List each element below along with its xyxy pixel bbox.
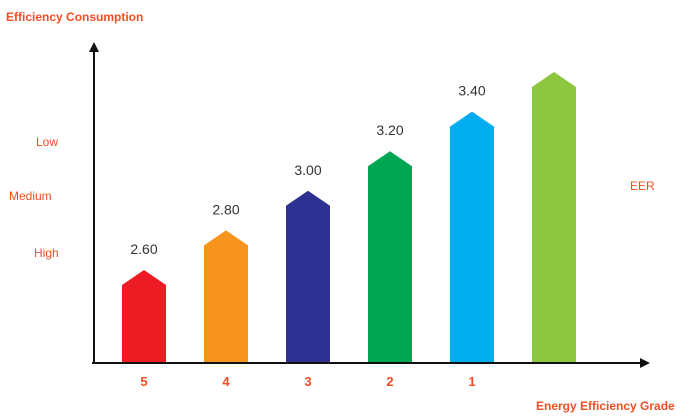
data-label: 2.60 bbox=[130, 241, 157, 257]
x-tick-label: 4 bbox=[222, 374, 230, 389]
x-tick-label: 1 bbox=[468, 374, 475, 389]
data-label: 2.80 bbox=[212, 201, 239, 217]
bar-grade-1 bbox=[450, 111, 494, 362]
data-label: 3.00 bbox=[294, 162, 321, 178]
series-label-eer: EER bbox=[630, 179, 655, 193]
bar-grade-eer-max bbox=[532, 72, 576, 362]
y-axis-title: Efficiency Consumption bbox=[6, 10, 143, 24]
x-tick-label: 5 bbox=[140, 374, 147, 389]
bar-grade-4 bbox=[204, 230, 248, 362]
bar-group: 2.60 5 2.80 4 3.00 3 3.20 2 3.40 1 bbox=[122, 72, 576, 389]
y-level-high: High bbox=[34, 246, 59, 260]
x-tick-label: 3 bbox=[304, 374, 311, 389]
y-level-low: Low bbox=[36, 135, 58, 149]
bar-grade-3 bbox=[286, 190, 330, 362]
bar-grade-5 bbox=[122, 270, 166, 362]
bar-grade-2 bbox=[368, 151, 412, 362]
x-axis-title: Energy Efficiency Grade bbox=[536, 399, 675, 413]
data-label: 3.20 bbox=[376, 122, 403, 138]
x-tick-label: 2 bbox=[386, 374, 393, 389]
data-label: 3.40 bbox=[458, 83, 485, 99]
y-level-medium: Medium bbox=[9, 189, 52, 203]
